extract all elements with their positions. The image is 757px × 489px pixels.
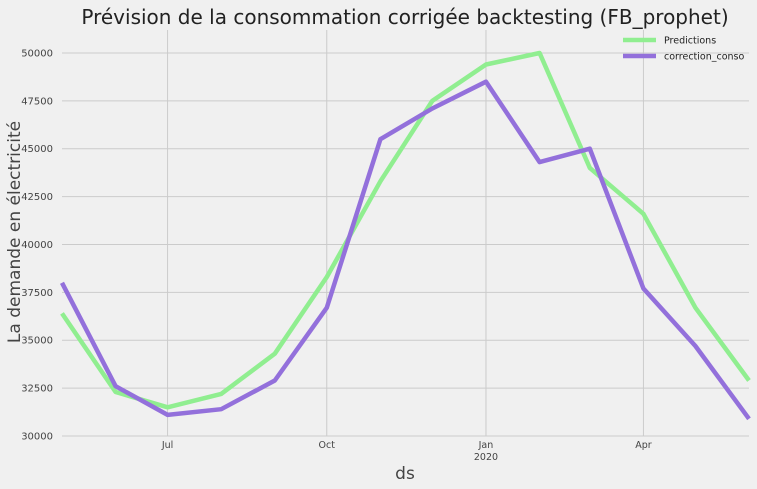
series-line-predictions xyxy=(60,50,751,410)
y-axis-label: La demande en électricité xyxy=(5,121,25,343)
series-line-correction-conso xyxy=(60,79,751,421)
x-tick-label: Oct xyxy=(319,440,336,451)
x-tick-sublabel: 2020 xyxy=(474,452,498,463)
y-tick-label: 50000 xyxy=(21,48,53,59)
y-tick-label: 42500 xyxy=(21,192,53,203)
x-tick-label: Jul xyxy=(161,440,173,451)
chart-title: Prévision de la consommation corrigée ba… xyxy=(81,5,728,29)
x-axis-label: ds xyxy=(395,464,415,484)
y-tick-label: 37500 xyxy=(21,288,53,299)
series-lines xyxy=(60,50,751,421)
y-tick-label: 35000 xyxy=(21,336,53,347)
y-tick-label: 47500 xyxy=(21,96,53,107)
grid-lines xyxy=(62,30,749,437)
x-tick-label: Jan xyxy=(478,440,494,451)
y-tick-label: 40000 xyxy=(21,240,53,251)
y-tick-label: 45000 xyxy=(21,144,53,155)
y-tick-label: 32500 xyxy=(21,384,53,395)
y-tick-labels: 30000 32500 35000 37500 40000 42500 45000 47500… xyxy=(21,48,53,442)
legend-label: correction_conso xyxy=(664,52,744,63)
x-tick-label: Apr xyxy=(635,440,652,451)
y-tick-label: 30000 xyxy=(21,432,53,443)
legend: Predictions correction_conso xyxy=(623,36,744,63)
legend-label: Predictions xyxy=(664,36,716,47)
